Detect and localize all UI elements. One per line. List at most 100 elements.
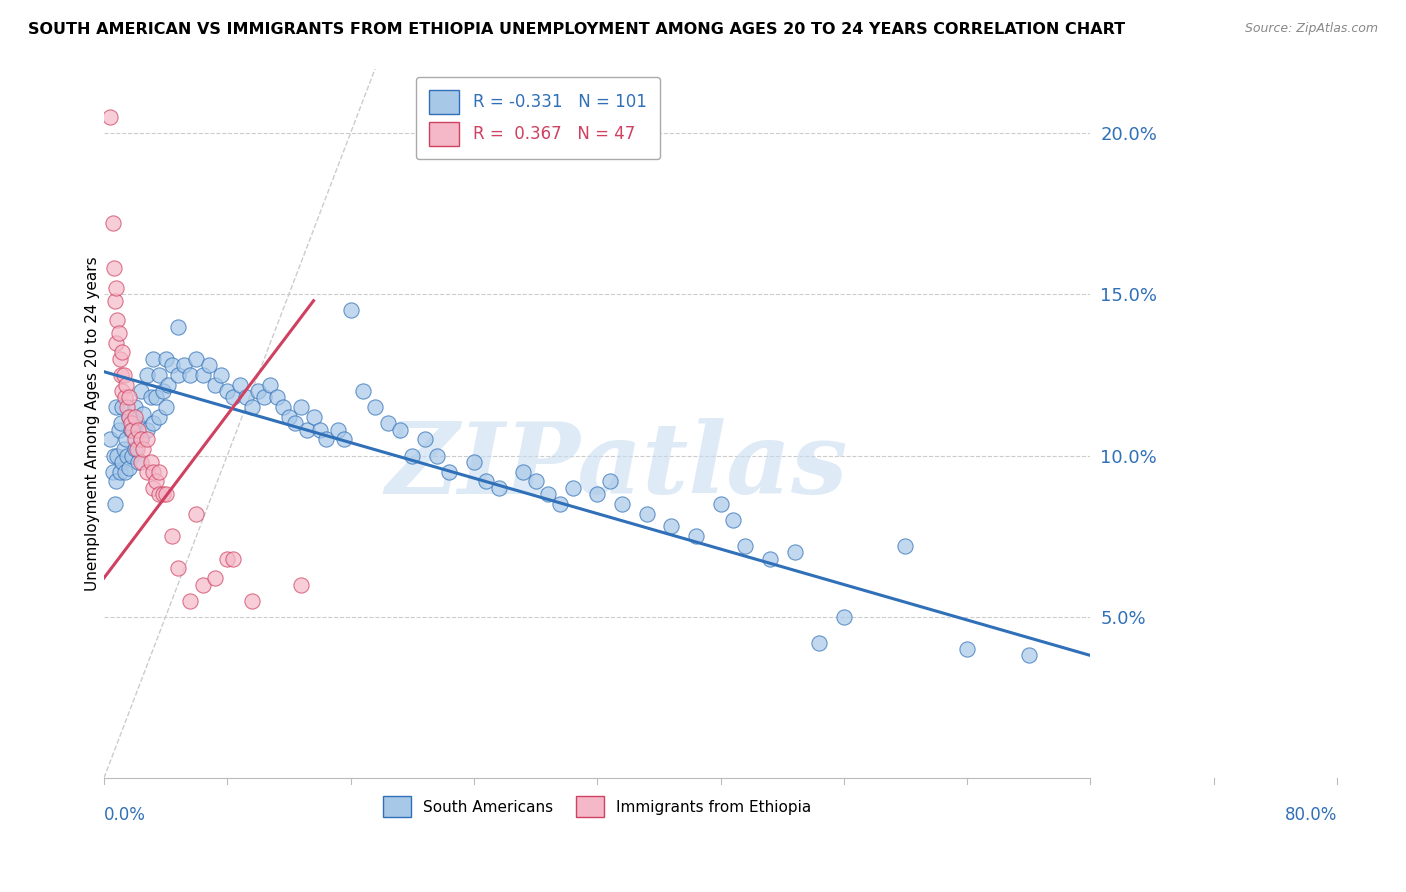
Point bbox=[235, 391, 257, 405]
Point bbox=[167, 319, 190, 334]
Point bbox=[108, 465, 131, 479]
Point bbox=[148, 487, 170, 501]
Point bbox=[117, 461, 139, 475]
Point bbox=[152, 487, 174, 501]
Point bbox=[127, 442, 149, 456]
Point bbox=[290, 577, 312, 591]
Point bbox=[222, 551, 245, 566]
Point bbox=[136, 433, 159, 447]
Point bbox=[124, 409, 146, 424]
Point bbox=[685, 529, 707, 543]
Point bbox=[217, 384, 239, 398]
Point bbox=[437, 465, 460, 479]
Point bbox=[107, 326, 129, 340]
Point bbox=[894, 539, 917, 553]
Point bbox=[240, 593, 263, 607]
Point bbox=[105, 400, 128, 414]
Point bbox=[127, 423, 149, 437]
Point bbox=[142, 417, 165, 431]
Point bbox=[117, 409, 139, 424]
Point bbox=[117, 449, 139, 463]
Point bbox=[247, 384, 270, 398]
Point bbox=[488, 481, 510, 495]
Point bbox=[115, 433, 138, 447]
Point bbox=[259, 377, 281, 392]
Point bbox=[352, 384, 374, 398]
Point bbox=[173, 358, 195, 372]
Point bbox=[129, 384, 152, 398]
Point bbox=[315, 433, 337, 447]
Point bbox=[127, 417, 149, 431]
Point bbox=[155, 351, 177, 366]
Point bbox=[636, 507, 658, 521]
Point bbox=[709, 497, 731, 511]
Point bbox=[112, 442, 135, 456]
Point bbox=[808, 635, 831, 649]
Point bbox=[139, 455, 162, 469]
Point bbox=[179, 593, 201, 607]
Point bbox=[120, 423, 142, 437]
Point bbox=[157, 377, 180, 392]
Point bbox=[129, 455, 152, 469]
Point bbox=[111, 455, 134, 469]
Point bbox=[101, 465, 124, 479]
Point bbox=[132, 442, 155, 456]
Point bbox=[524, 475, 547, 489]
Point bbox=[426, 449, 449, 463]
Point bbox=[599, 475, 621, 489]
Point bbox=[132, 407, 155, 421]
Point bbox=[105, 281, 128, 295]
Point bbox=[124, 433, 146, 447]
Point bbox=[142, 351, 165, 366]
Point bbox=[197, 358, 219, 372]
Point bbox=[110, 417, 132, 431]
Point bbox=[186, 507, 208, 521]
Point bbox=[152, 384, 174, 398]
Point bbox=[222, 391, 245, 405]
Point bbox=[253, 391, 276, 405]
Point bbox=[124, 442, 146, 456]
Point bbox=[586, 487, 609, 501]
Point bbox=[228, 377, 250, 392]
Point bbox=[142, 465, 165, 479]
Point bbox=[136, 465, 159, 479]
Point bbox=[209, 368, 232, 382]
Point bbox=[121, 449, 143, 463]
Point bbox=[142, 481, 165, 495]
Point bbox=[339, 303, 361, 318]
Point bbox=[104, 293, 127, 308]
Point bbox=[186, 351, 208, 366]
Point bbox=[160, 529, 183, 543]
Point bbox=[191, 577, 214, 591]
Point bbox=[107, 313, 129, 327]
Point bbox=[217, 551, 239, 566]
Point bbox=[759, 551, 782, 566]
Point bbox=[377, 417, 399, 431]
Point bbox=[107, 449, 129, 463]
Point bbox=[117, 391, 139, 405]
Point bbox=[104, 497, 127, 511]
Point bbox=[98, 110, 121, 124]
Point bbox=[204, 377, 226, 392]
Point bbox=[129, 433, 152, 447]
Point bbox=[308, 423, 330, 437]
Point bbox=[512, 465, 534, 479]
Legend: South Americans, Immigrants from Ethiopia: South Americans, Immigrants from Ethiopi… bbox=[377, 789, 817, 823]
Point bbox=[388, 423, 411, 437]
Point bbox=[167, 368, 190, 382]
Point bbox=[103, 261, 125, 276]
Point bbox=[117, 409, 139, 424]
Point bbox=[117, 400, 139, 414]
Point bbox=[127, 455, 149, 469]
Point bbox=[783, 545, 806, 559]
Point bbox=[191, 368, 214, 382]
Point bbox=[105, 475, 128, 489]
Point bbox=[110, 368, 132, 382]
Point bbox=[155, 487, 177, 501]
Point bbox=[832, 609, 855, 624]
Point bbox=[155, 400, 177, 414]
Point bbox=[145, 475, 167, 489]
Point bbox=[204, 571, 226, 585]
Point bbox=[148, 409, 170, 424]
Point bbox=[328, 423, 350, 437]
